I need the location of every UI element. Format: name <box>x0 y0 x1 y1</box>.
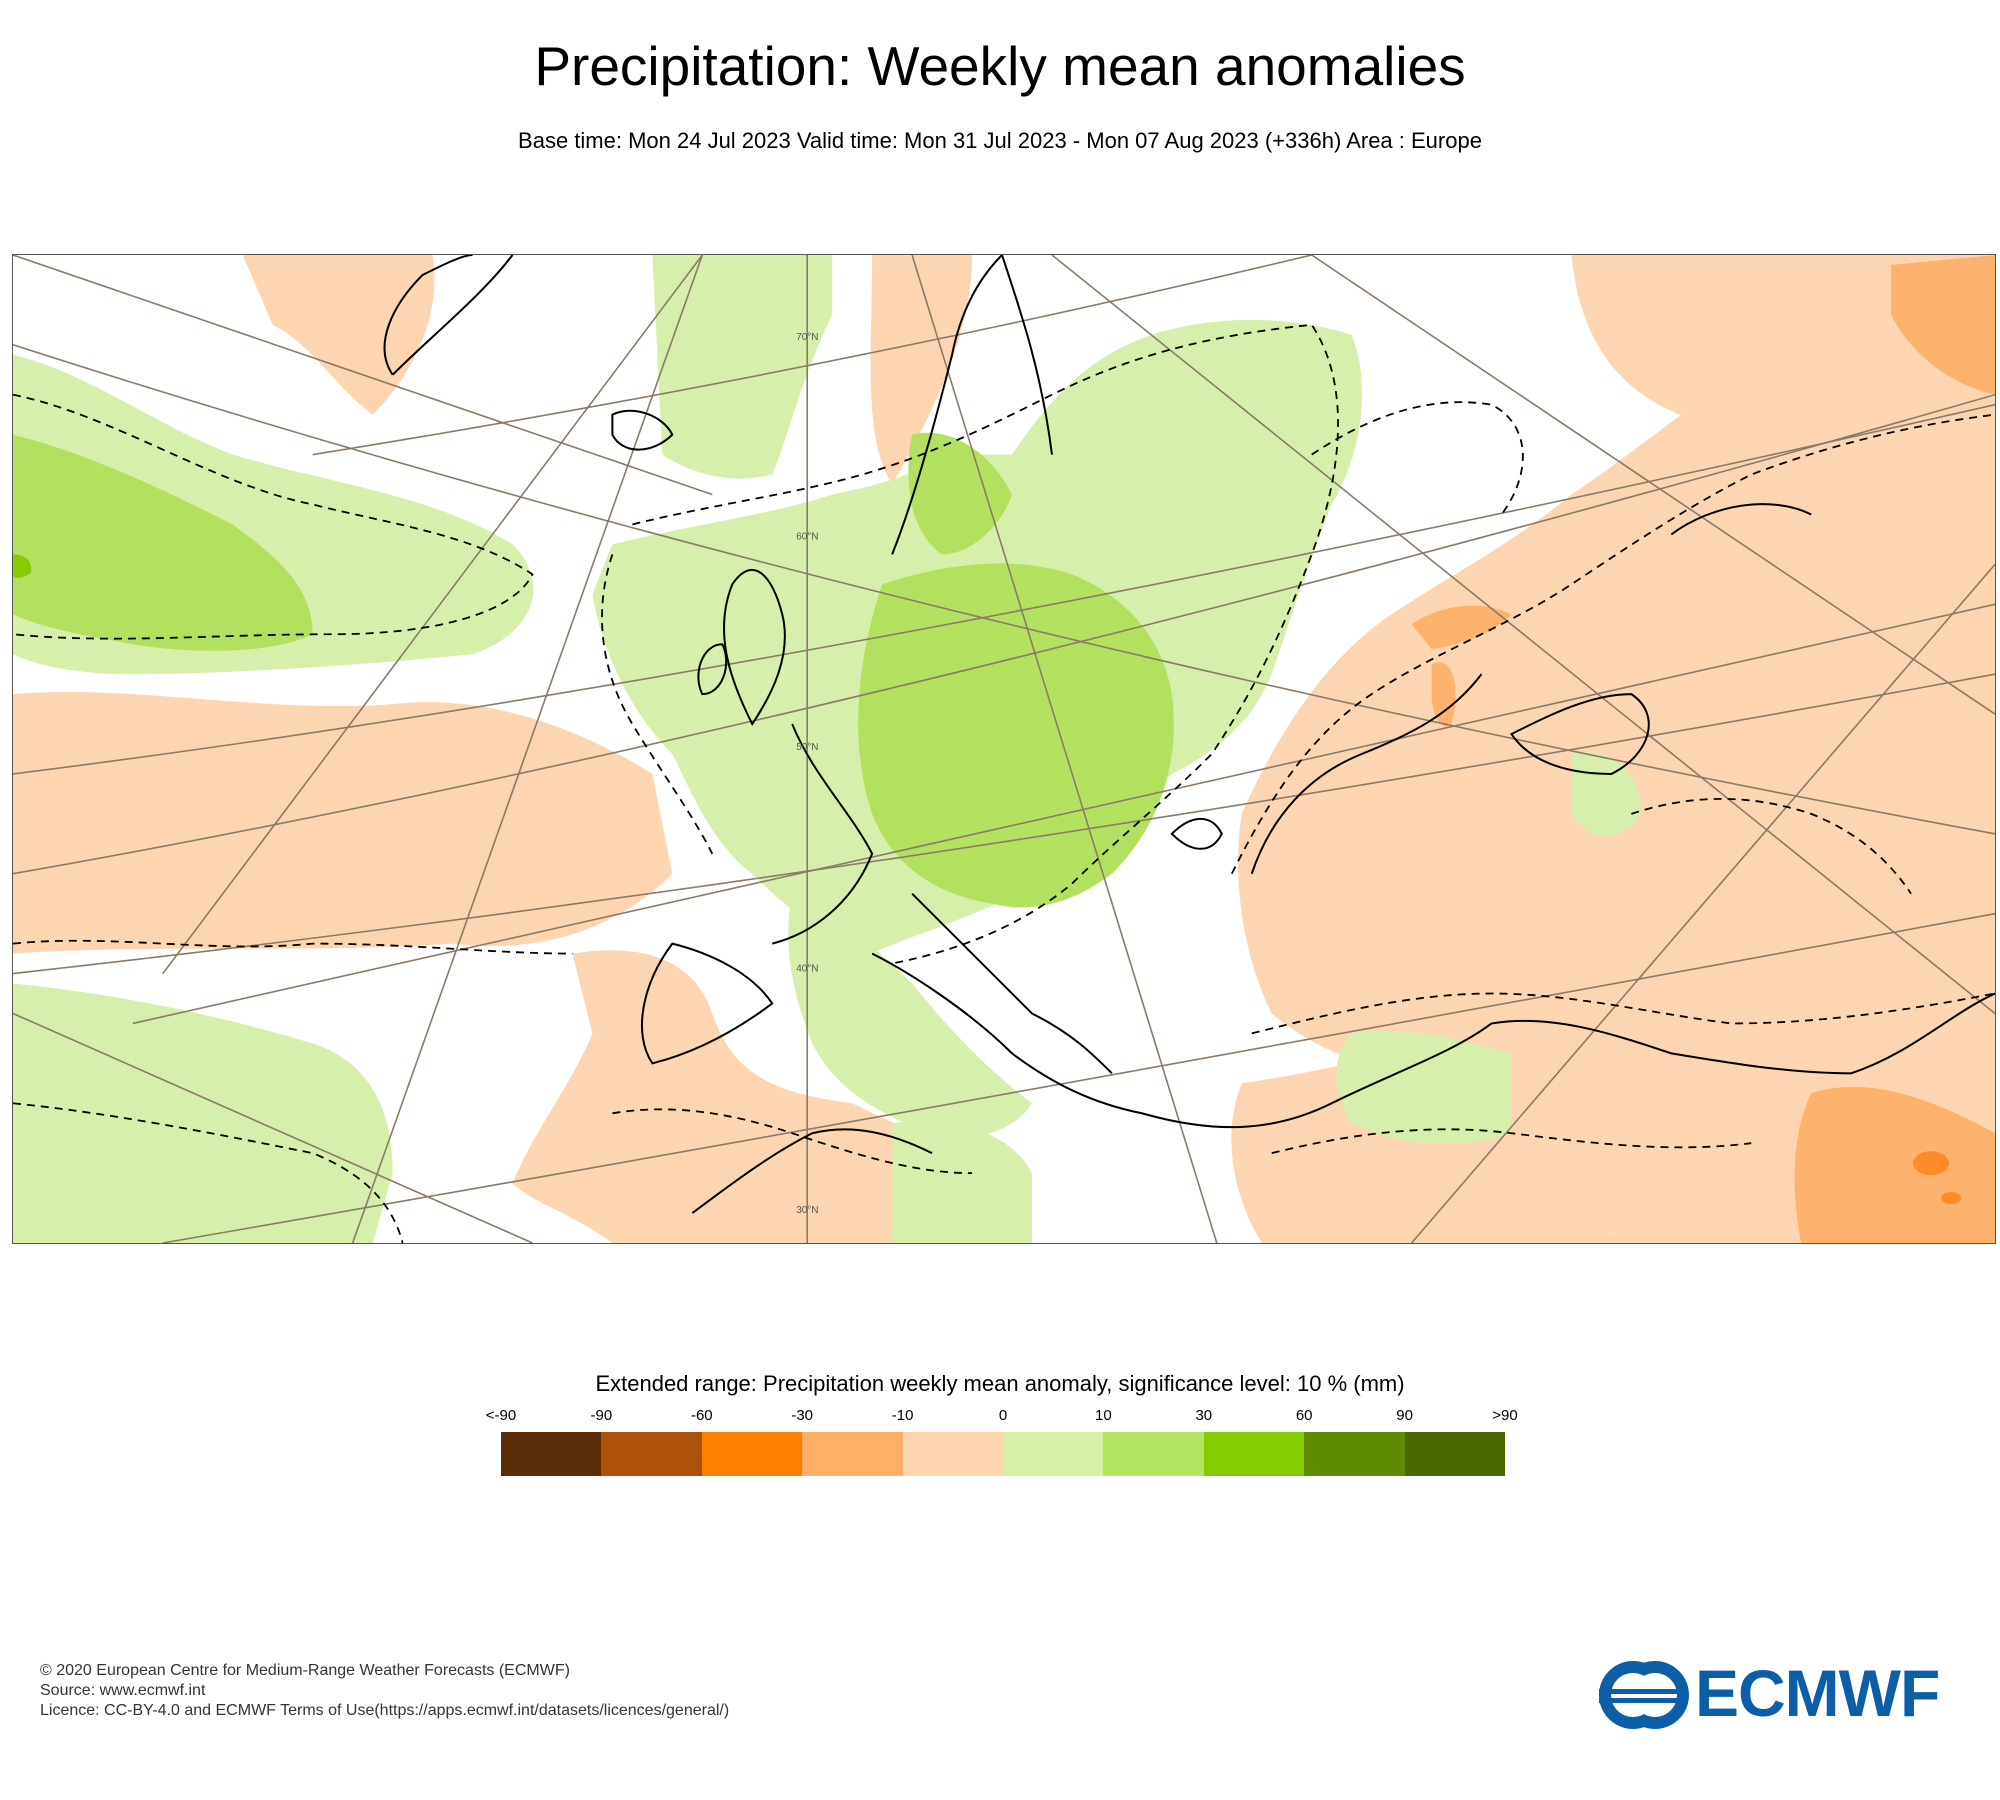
legend-swatch <box>1203 1432 1305 1476</box>
lat-label-50: 50°N <box>796 742 818 753</box>
legend-tick: 60 <box>1295 1407 1313 1424</box>
ecmwf-logo-icon <box>1599 1661 1689 1729</box>
legend-tick: <-90 <box>485 1407 517 1424</box>
legend-tick: -90 <box>590 1407 613 1424</box>
strong-dry-areas <box>1411 255 1995 1243</box>
map-panel: 70°N 60°N 50°N 40°N 30°N <box>12 254 1996 1244</box>
legend-tick: 90 <box>1396 1407 1413 1424</box>
ecmwf-logo-text: ECMWF <box>1695 1656 1940 1730</box>
legend-swatch <box>1304 1432 1405 1476</box>
legend-swatch <box>802 1432 903 1476</box>
coastlines <box>383 255 1995 1214</box>
legend-title: Extended range: Precipitation weekly mea… <box>595 1371 1405 1396</box>
legend-tick: -60 <box>690 1407 713 1424</box>
legend-colorbar <box>501 1432 1506 1476</box>
latitude-labels: 70°N 60°N 50°N 40°N 30°N <box>796 332 818 1216</box>
legend-tick: >90 <box>1492 1407 1518 1424</box>
footer-credits: © 2020 European Centre for Medium-Range … <box>40 1661 729 1721</box>
very-dry-spots <box>1913 1151 1962 1205</box>
legend-tick: 0 <box>998 1407 1008 1424</box>
legend-tick: -10 <box>891 1407 914 1424</box>
legend-swatch <box>501 1432 602 1476</box>
legend-swatch <box>1103 1432 1204 1476</box>
chart-title: Precipitation: Weekly mean anomalies <box>534 35 1466 97</box>
lat-label-70: 70°N <box>796 332 818 343</box>
legend-ticks: <-90 -90 -60 -30 -10 0 10 30 60 90 >90 <box>486 1407 1518 1427</box>
significance-contours <box>13 323 1995 1243</box>
lat-label-30: 30°N <box>796 1205 818 1216</box>
legend-swatch <box>902 1432 1004 1476</box>
lat-label-60: 60°N <box>796 531 818 542</box>
peak-wet-spot <box>13 554 32 578</box>
copyright-text: © 2020 European Centre for Medium-Range … <box>40 1662 570 1679</box>
legend-swatch <box>1404 1432 1506 1476</box>
legend-swatch <box>701 1432 803 1476</box>
licence-text: Licence: CC-BY-4.0 and ECMWF Terms of Us… <box>40 1702 730 1719</box>
source-text: Source: www.ecmwf.int <box>40 1682 206 1699</box>
legend-tick: 10 <box>1095 1407 1112 1424</box>
ecmwf-logo: ECMWF <box>1595 1655 1970 1735</box>
chart-subtitle: Base time: Mon 24 Jul 2023 Valid time: M… <box>518 128 1482 153</box>
anomaly-map: 70°N 60°N 50°N 40°N 30°N <box>13 255 1995 1243</box>
legend-tick: 30 <box>1195 1407 1213 1424</box>
legend-swatch <box>601 1432 702 1476</box>
lat-label-40: 40°N <box>796 964 818 975</box>
strong-wet-areas <box>13 432 1174 908</box>
legend-tick: -30 <box>791 1407 814 1424</box>
legend-swatch <box>1003 1432 1104 1476</box>
